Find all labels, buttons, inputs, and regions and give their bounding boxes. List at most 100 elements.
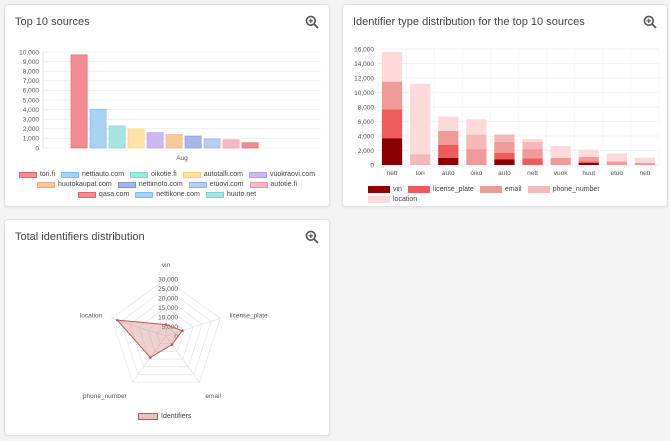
radar-tick-label: 5,000 — [162, 324, 179, 331]
top-sources-bar-chart: 0 1,000 2,000 3,000 4,000 5,000 6,000 7,000 8,00… — [19, 49, 321, 162]
legend-item[interactable]: autotie.fi — [249, 180, 297, 189]
zoom-in-icon[interactable] — [643, 15, 657, 29]
legend-item[interactable]: huutokaupat.com — [37, 180, 112, 189]
y-tick-label: 7,000 — [23, 78, 40, 85]
legend-item[interactable]: autotalli.com — [182, 170, 244, 179]
card-title-total-identifiers: Total identifiers distribution — [15, 231, 145, 243]
identifier-type-card: Identifier type distribution for the top… — [342, 4, 668, 207]
identifier-type-stacked-chart: 0 2,000 4,000 6,000 8,000 10,000 12,000 14,000 1… — [354, 46, 660, 177]
y-tick-label: 2,000 — [358, 148, 375, 155]
total-identifiers-legend: Identifiers — [135, 412, 194, 422]
legend-item[interactable]: location — [368, 195, 417, 204]
stacked-bar-location — [606, 153, 627, 162]
y-tick-label: 8,000 — [23, 69, 40, 76]
legend-swatch — [135, 191, 154, 198]
legend-label: nettimoto.com — [138, 181, 183, 188]
legend-label: Identifiers — [161, 413, 192, 420]
x-tick-label: nett — [387, 170, 398, 177]
stacked-bar-location — [410, 83, 431, 155]
y-tick-label: 5,000 — [23, 97, 40, 104]
y-tick-label: 0 — [35, 145, 39, 152]
stacked-bar-license_plate — [578, 161, 599, 163]
legend-item[interactable]: etuovi.com — [188, 180, 244, 189]
radar-spoke — [165, 318, 221, 337]
y-tick-label: 6,000 — [23, 88, 40, 95]
legend-item[interactable]: vin — [368, 185, 402, 194]
legend-item[interactable]: qasa.com — [77, 190, 130, 199]
radar-tick-label: 0 — [174, 333, 178, 340]
legend-label: phone_number — [552, 186, 600, 193]
legend-swatch — [407, 186, 430, 193]
legend-item[interactable]: oikotie.fi — [130, 170, 177, 179]
legend-item[interactable]: tori.fi — [18, 170, 55, 179]
y-tick-label: 2,000 — [23, 126, 40, 133]
card-title-identifier-types: Identifier type distribution for the top… — [353, 16, 585, 28]
legend-item[interactable]: huuto.net — [205, 190, 257, 199]
legend-item[interactable]: Identifiers — [138, 412, 191, 421]
legend-swatch — [479, 186, 502, 193]
bar-etuovi.com — [203, 138, 221, 149]
bar-vuokraovi.com — [146, 132, 164, 149]
zoom-in-icon[interactable] — [305, 15, 319, 29]
legend-label: location — [393, 196, 418, 203]
legend-swatch — [130, 171, 149, 178]
y-tick-label: 8,000 — [358, 104, 375, 111]
stacked-bar-location — [634, 157, 656, 163]
bar-qasa.com — [241, 142, 259, 149]
legend-item[interactable]: phone_number — [527, 185, 600, 194]
legend-label: etuovi.com — [209, 181, 244, 188]
card-title-top-sources: Top 10 sources — [15, 16, 90, 28]
stacked-bar-license_plate — [381, 109, 403, 139]
legend-label: huuto.net — [226, 191, 257, 198]
legend-label: autotalli.com — [203, 171, 244, 178]
stacked-bar-phone_number — [522, 141, 543, 150]
legend-item[interactable]: nettiauto.com — [61, 170, 124, 179]
stacked-bar-email — [381, 81, 403, 110]
stacked-bar-vin — [578, 162, 599, 165]
radar-tick-label: 20,000 — [158, 295, 178, 302]
radar-point — [164, 323, 168, 326]
y-tick-label: 12,000 — [354, 75, 374, 82]
y-tick-label: 9,000 — [23, 59, 40, 66]
legend-swatch — [249, 171, 268, 178]
radar-axis-label: vin — [162, 262, 171, 269]
legend-item[interactable]: email — [479, 185, 522, 194]
stacked-bar-phone_number — [466, 134, 487, 150]
legend-swatch — [205, 191, 224, 198]
zoom-in-icon[interactable] — [305, 230, 319, 244]
stacked-bar-email — [466, 149, 487, 165]
radar-axis-label: phone_number — [83, 393, 128, 400]
radar-area-Identifiers — [115, 319, 184, 359]
radar-point — [115, 318, 119, 322]
radar-ring — [156, 326, 176, 345]
stacked-bar-location — [438, 116, 459, 131]
x-tick-label: tori — [416, 170, 425, 177]
legend-swatch — [37, 181, 55, 188]
radar-point — [180, 329, 184, 333]
stacked-bar-vin — [494, 159, 515, 165]
legend-item[interactable]: license_plate — [407, 185, 474, 194]
bar-oikotie.fi — [108, 125, 126, 149]
legend-label: autotie.fi — [270, 181, 297, 188]
y-tick-label: 14,000 — [354, 61, 374, 68]
legend-label: nettikone.com — [156, 191, 200, 198]
x-tick-label: vuok — [554, 170, 568, 177]
legend-item[interactable]: nettimoto.com — [117, 180, 183, 189]
y-tick-label: 4,000 — [358, 133, 375, 140]
stacked-bar-location — [550, 146, 571, 158]
x-tick-label: nett — [640, 170, 651, 177]
legend-label: qasa.com — [98, 191, 130, 198]
radar-spoke — [111, 318, 167, 337]
legend-swatch — [138, 413, 158, 420]
stacked-bar-email — [550, 157, 571, 165]
top-sources-legend: tori.fi nettiauto.com oikotie.fi autotalli.… — [11, 170, 323, 200]
top-sources-card: Top 10 sources 0 1,000 2,000 3,000 4,000 5,00… — [4, 4, 330, 207]
bar-huutokaupat.com — [165, 134, 183, 149]
legend-swatch — [368, 186, 390, 193]
bar-autotie.fi — [222, 139, 240, 149]
legend-label: vin — [393, 186, 402, 193]
legend-item[interactable]: vuokraovi.com — [249, 170, 315, 179]
legend-label: license_plate — [432, 186, 474, 193]
legend-item[interactable]: nettikone.com — [135, 190, 200, 199]
